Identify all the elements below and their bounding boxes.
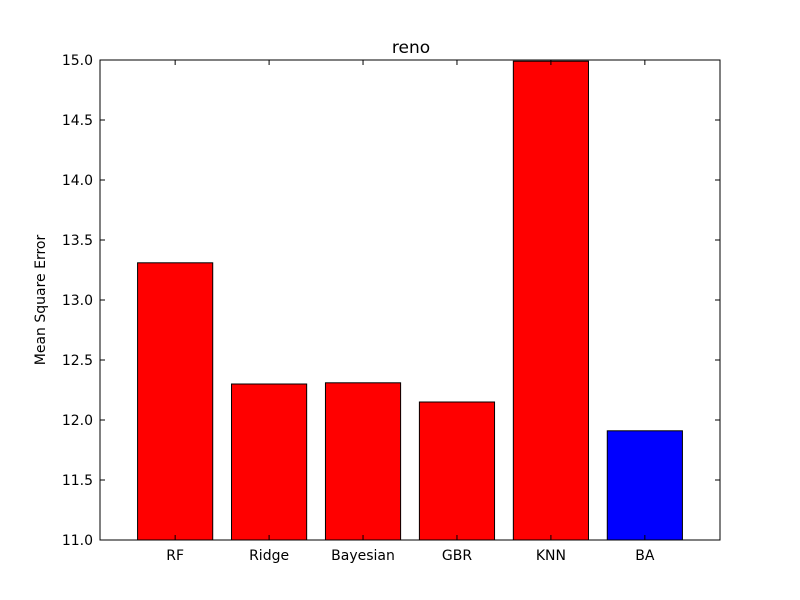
y-axis-ticks: 11.0 11.5 12.0 12.5 13.0 13.5 14.0 14.5 15.0 xyxy=(62,53,720,549)
y-tick-label: 13.5 xyxy=(62,233,93,249)
x-tick-label: KNN xyxy=(536,548,566,564)
plot-frame xyxy=(99,59,721,541)
bar-ridge xyxy=(231,383,308,541)
bar-bayesian xyxy=(324,382,402,541)
bar-ba xyxy=(606,430,683,541)
y-tick-label: 11.5 xyxy=(62,473,93,489)
bar-gbr xyxy=(418,401,496,541)
y-tick-label: 12.5 xyxy=(62,353,93,369)
x-tick-label: RF xyxy=(166,548,184,564)
y-tick-label: 12.0 xyxy=(62,413,93,429)
bar-knn xyxy=(512,60,589,541)
x-tick-label: Bayesian xyxy=(331,548,395,564)
y-axis-label: Mean Square Error xyxy=(33,235,49,366)
y-tick-label: 13.0 xyxy=(62,293,93,309)
x-tick-label: BA xyxy=(635,548,655,564)
y-tick-label: 14.0 xyxy=(62,173,93,189)
x-tick-label: GBR xyxy=(442,548,472,564)
x-tick-label: Ridge xyxy=(249,548,289,564)
y-tick-label: 14.5 xyxy=(62,113,93,129)
y-tick-label: 15.0 xyxy=(62,53,93,69)
chart-title: reno xyxy=(392,38,430,58)
y-tick-label: 11.0 xyxy=(62,533,93,549)
bars-group xyxy=(137,60,683,541)
bar-rf xyxy=(137,262,214,541)
x-axis-ticks: RF Ridge Bayesian GBR KNN BA xyxy=(166,60,655,564)
